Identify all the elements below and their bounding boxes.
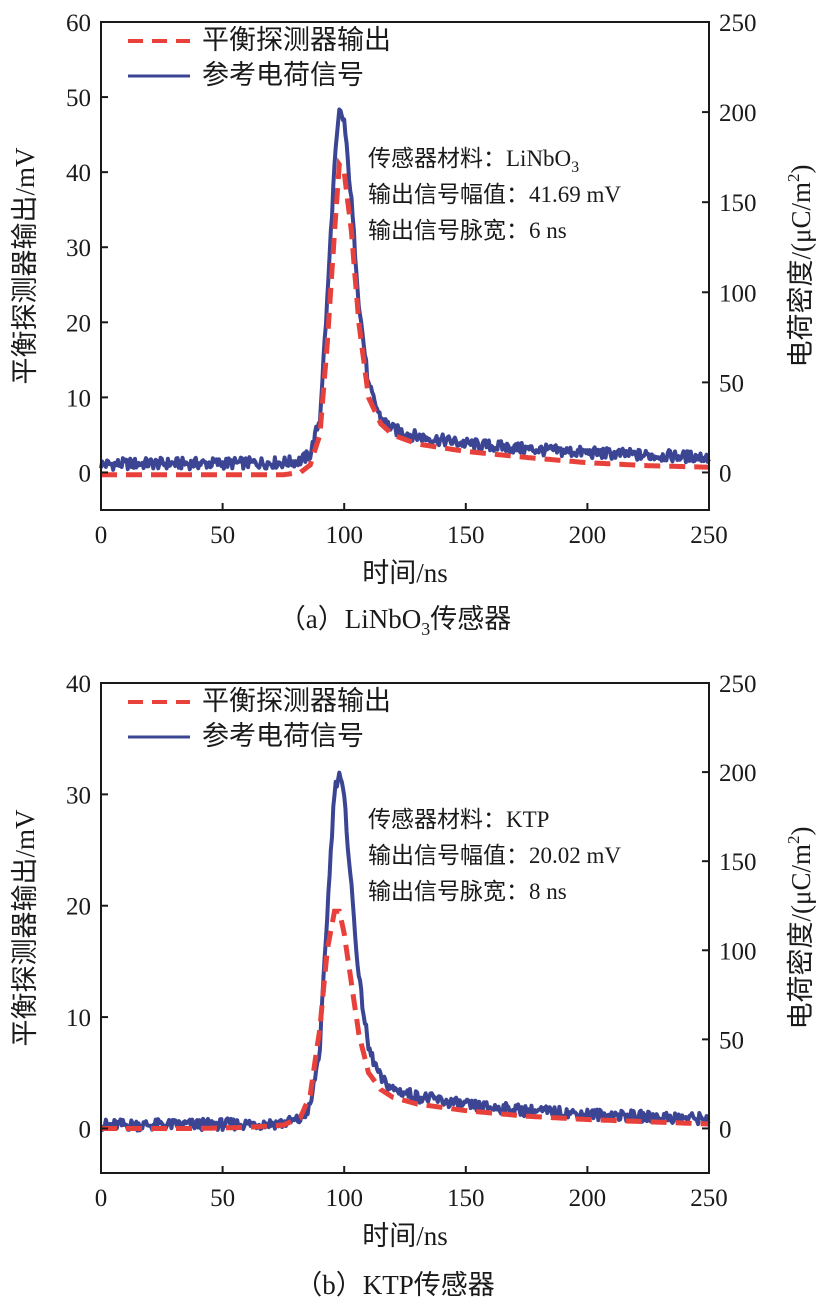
x-tick-label: 50 bbox=[210, 1185, 235, 1212]
legend-label-reference-charge: 参考电荷信号 bbox=[202, 721, 364, 751]
y2-axis-title: 电荷密度/(μC/m2) bbox=[784, 827, 816, 1030]
annotation-pulse-width: 输出信号脉宽：6 ns bbox=[368, 218, 567, 243]
y-tick-label: 20 bbox=[66, 310, 91, 337]
y-tick-label: 40 bbox=[66, 160, 91, 187]
y-tick-label: 30 bbox=[66, 235, 91, 262]
y-tick-label: 40 bbox=[66, 671, 91, 698]
y-tick-label: 30 bbox=[66, 782, 91, 809]
y2-tick-label: 50 bbox=[719, 370, 744, 397]
panel-b: 0 50 100 150 200 250 0 10 20 30 40 0 50 100 150 200 250 时… bbox=[10, 671, 816, 1300]
x-tick-label: 0 bbox=[95, 1185, 108, 1212]
y-tick-label: 50 bbox=[66, 85, 91, 112]
legend-label-detector-output: 平衡探测器输出 bbox=[202, 25, 391, 55]
series-line-detector-output bbox=[101, 157, 709, 478]
x-axis-title: 时间/ns bbox=[362, 1221, 448, 1251]
panel-a: 0 50 100 150 200 250 0 10 20 30 40 50 60 0 50 100 150 200… bbox=[10, 10, 816, 639]
y2-tick-label: 100 bbox=[719, 938, 757, 965]
series-line-reference-charge bbox=[99, 107, 711, 472]
x-tick-label: 100 bbox=[325, 522, 363, 549]
y-axis-title: 平衡探测器输出/mV bbox=[10, 147, 40, 385]
x-tick-label: 200 bbox=[569, 1185, 607, 1212]
x-axis-title: 时间/ns bbox=[362, 558, 448, 588]
x-tick-label: 50 bbox=[210, 522, 235, 549]
y2-axis-title: 电荷密度/(μC/m2) bbox=[784, 165, 816, 368]
y-tick-label: 20 bbox=[66, 894, 91, 921]
y2-tick-label: 0 bbox=[719, 1116, 732, 1143]
y2-tick-label: 200 bbox=[719, 100, 757, 127]
y-tick-label: 10 bbox=[66, 1005, 91, 1032]
y-tick-label: 10 bbox=[66, 385, 91, 412]
x-tick-label: 100 bbox=[325, 1185, 363, 1212]
x-tick-label: 150 bbox=[447, 1185, 485, 1212]
y-axis-title: 平衡探测器输出/mV bbox=[10, 809, 40, 1047]
x-tick-label: 250 bbox=[690, 522, 728, 549]
legend-label-reference-charge: 参考电荷信号 bbox=[202, 60, 364, 90]
x-tick-label: 150 bbox=[447, 522, 485, 549]
y2-tick-label: 0 bbox=[719, 460, 732, 487]
figure-caption: （a）LiNbO3传感器 bbox=[279, 604, 511, 639]
annotation-material: 传感器材料：KTP bbox=[368, 807, 549, 832]
y-tick-label: 0 bbox=[79, 460, 92, 487]
y2-tick-label: 50 bbox=[719, 1027, 744, 1054]
series-line-detector-output bbox=[101, 908, 709, 1131]
x-tick-label: 200 bbox=[569, 522, 607, 549]
y2-tick-label: 100 bbox=[719, 280, 757, 307]
legend-label-detector-output: 平衡探测器输出 bbox=[202, 686, 391, 716]
y-tick-label: 0 bbox=[79, 1116, 92, 1143]
y2-tick-label: 150 bbox=[719, 190, 757, 217]
y2-tick-label: 200 bbox=[719, 760, 757, 787]
y2-tick-label: 250 bbox=[719, 10, 757, 37]
x-tick-label: 0 bbox=[95, 522, 108, 549]
annotation-material: 传感器材料：LiNbO3 bbox=[368, 146, 579, 176]
plot-frame bbox=[100, 21, 710, 511]
y-tick-label: 60 bbox=[66, 10, 91, 37]
plot-frame bbox=[100, 682, 710, 1174]
x-tick-label: 250 bbox=[690, 1185, 728, 1212]
annotation-amplitude: 输出信号幅值：41.69 mV bbox=[368, 182, 621, 207]
y2-tick-label: 150 bbox=[719, 849, 757, 876]
annotation-pulse-width: 输出信号脉宽：8 ns bbox=[368, 879, 567, 904]
annotation-amplitude: 输出信号幅值：20.02 mV bbox=[368, 843, 621, 868]
figure-caption: （b）KTP传感器 bbox=[295, 1270, 495, 1300]
y2-tick-label: 250 bbox=[719, 671, 757, 698]
